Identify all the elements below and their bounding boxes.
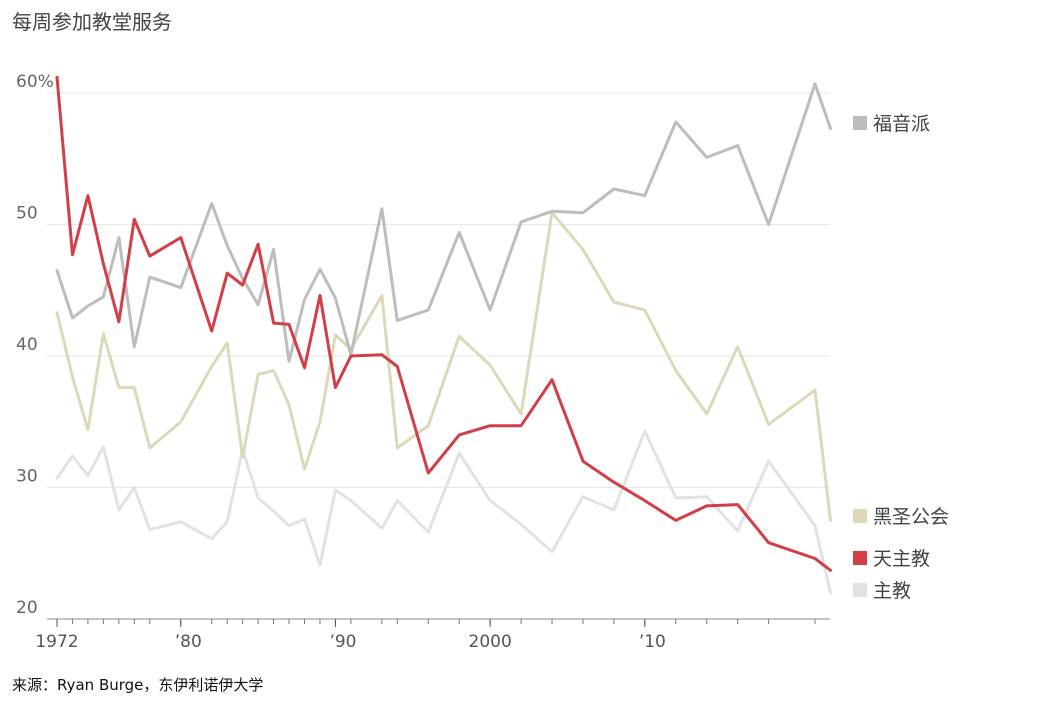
legend-label: 黑圣公会 [873,506,949,528]
chart-title: 每周参加教堂服务 [12,10,172,34]
series-line-黑圣公会 [55,211,832,522]
legend-swatch [853,116,867,130]
series-line-福音派 [55,82,832,363]
y-tick-label: 20 [16,598,38,618]
legend-label: 主教 [873,580,911,602]
legend-swatch [853,583,867,597]
y-tick-label: 30 [16,467,38,487]
y-tick-label: 50 [16,204,38,224]
legend-label: 天主教 [873,548,930,570]
y-tick-label: 60% [16,72,54,92]
legend-label: 福音派 [873,113,930,135]
series-line-天主教 [55,75,832,572]
y-tick-label: 40 [16,335,38,355]
legend-swatch [853,509,867,523]
legend-swatch [853,551,867,565]
x-tick-label: ’90 [329,632,356,652]
x-tick-label: ’10 [639,632,666,652]
x-tick-label: 2000 [469,632,512,652]
series-line-主教 [55,429,832,595]
x-tick-label: ’80 [175,632,202,652]
source-note: 来源：Ryan Burge，东伊利诺伊大学 [12,676,264,694]
x-tick-label: 1972 [35,632,78,652]
